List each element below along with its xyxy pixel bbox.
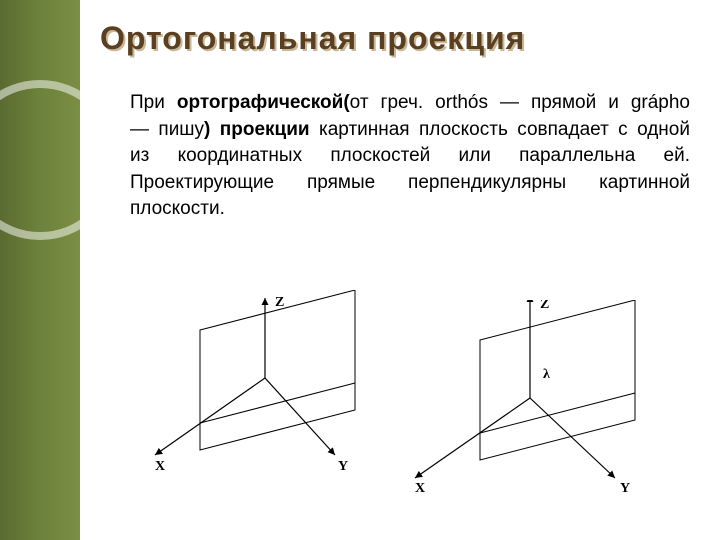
label-z-1: Z [275, 295, 284, 310]
slide-sidebar [0, 0, 80, 540]
projection-plane-2 [480, 300, 635, 460]
projecting-line-1 [200, 383, 355, 423]
projection-plane-1 [200, 290, 355, 450]
y-axis-2 [530, 398, 615, 478]
y-axis-1 [265, 378, 335, 455]
text-bold1: ортографической( [177, 92, 350, 113]
diagram-2: λ X Y Z [400, 300, 660, 510]
projecting-line-2 [480, 393, 635, 433]
body-paragraph: При ортографической(от греч. orthós — пр… [130, 90, 690, 223]
text-pre: При [130, 92, 177, 113]
label-x-1: X [155, 459, 165, 474]
label-x-2: X [415, 481, 425, 496]
label-y-2: Y [620, 481, 630, 496]
slide-title: Ортогональная проекция [100, 20, 525, 57]
text-bold2: ) проекции [204, 119, 310, 140]
x-axis-1 [155, 378, 265, 455]
ring-decoration [0, 80, 120, 240]
label-z-2: Z [540, 300, 549, 312]
label-y-1: Y [338, 459, 348, 474]
x-axis-2 [415, 398, 530, 478]
diagram-1: X Y Z [120, 290, 380, 490]
label-lambda: λ [543, 367, 550, 382]
diagrams-container: X Y Z λ X Y Z [120, 290, 680, 530]
